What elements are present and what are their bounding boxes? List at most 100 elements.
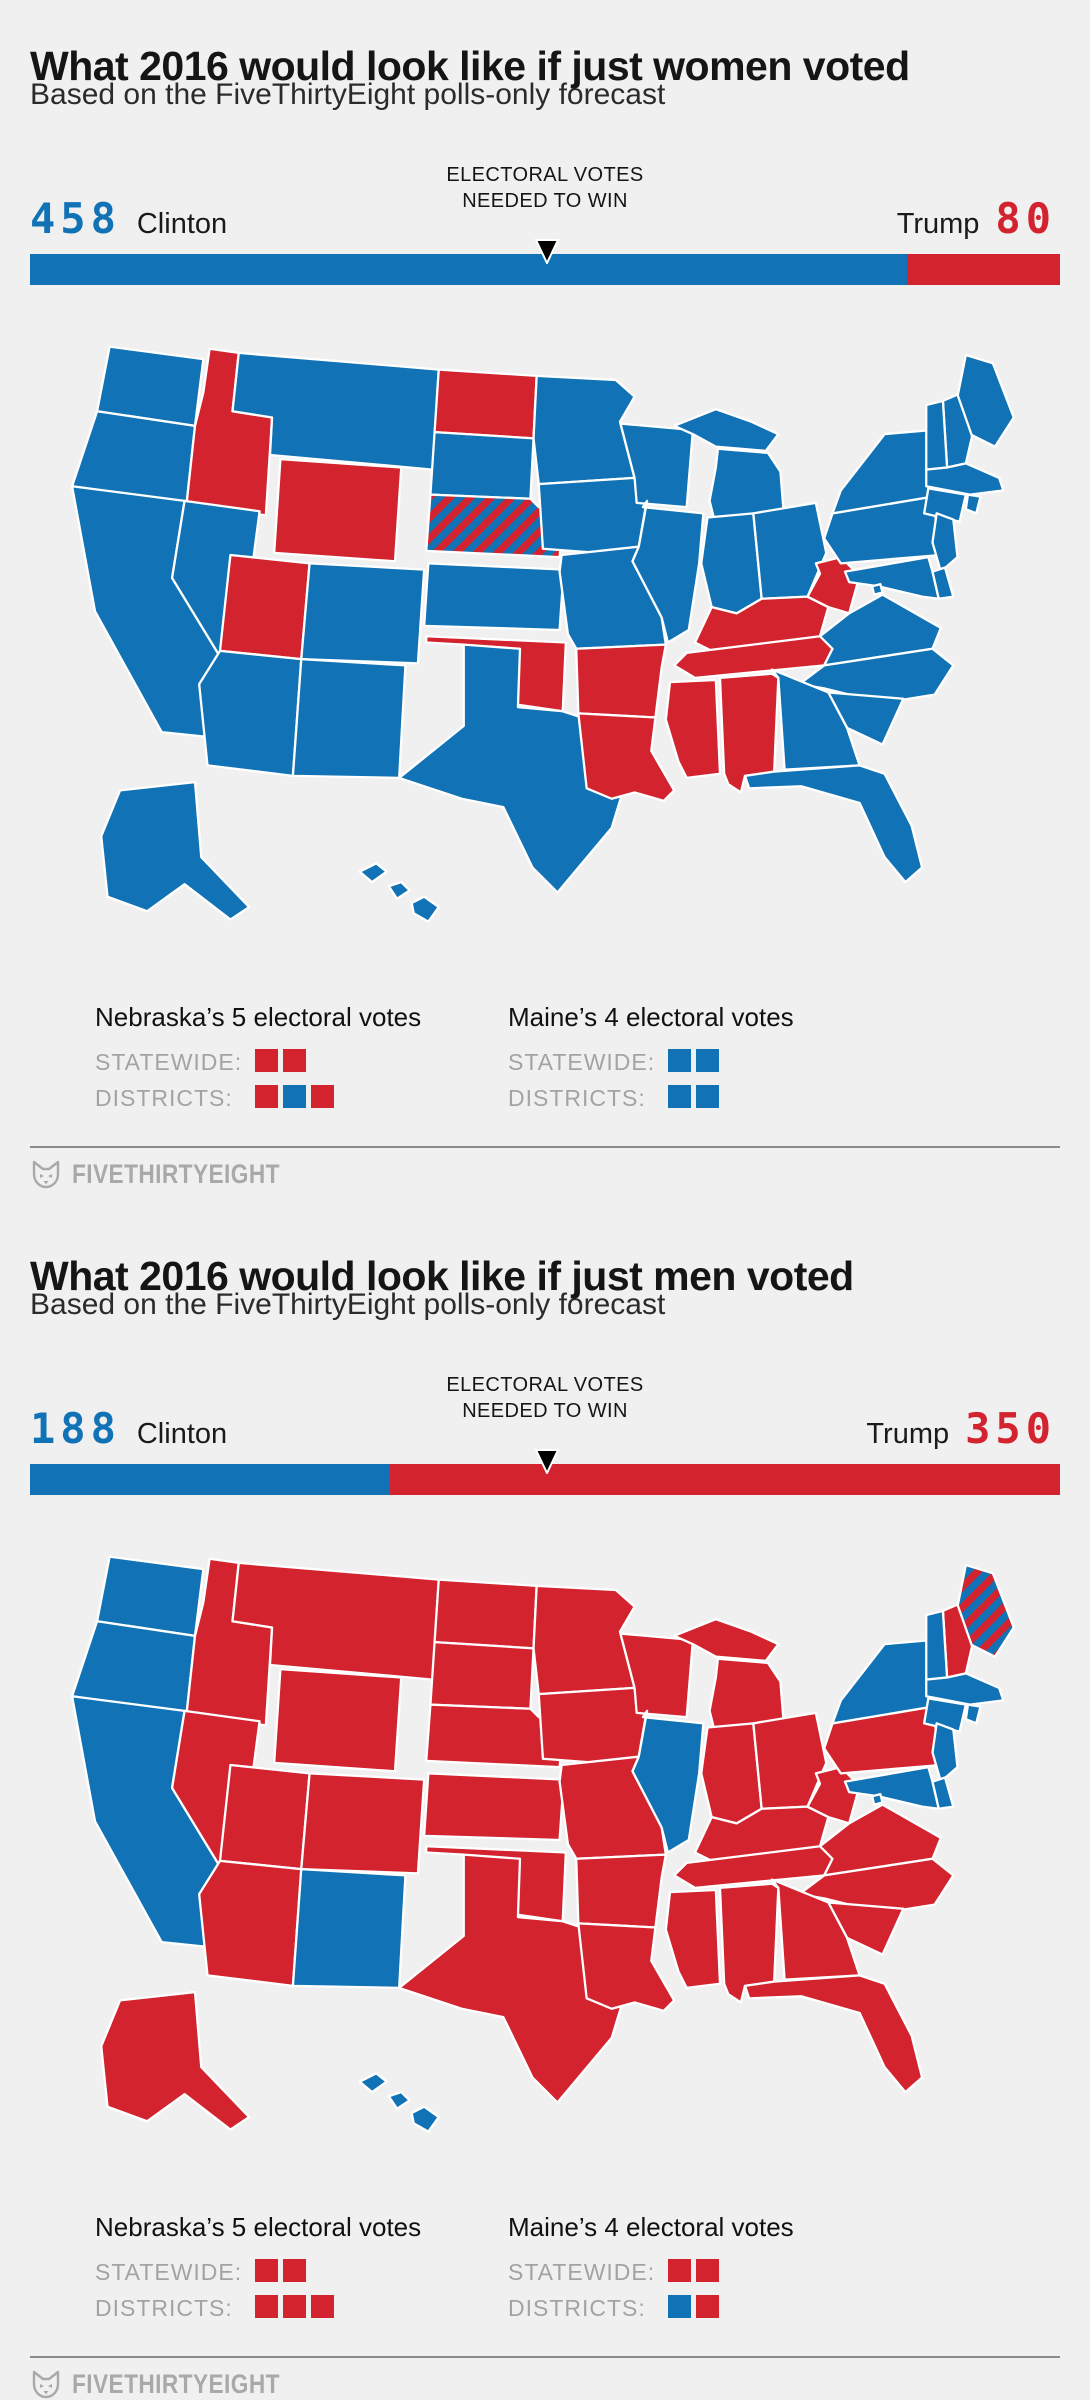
trump-ev-count: 350 xyxy=(965,1404,1056,1453)
state-ND xyxy=(433,368,538,440)
legend-maine-title: Maine’s 4 electoral votes xyxy=(508,1002,794,1032)
ev-needed-label-line1: ELECTORAL VOTES xyxy=(446,164,644,186)
state-HI xyxy=(358,862,440,923)
districts-label: DISTRICTS: xyxy=(508,1085,646,1111)
state-TX xyxy=(398,643,628,894)
footer-divider xyxy=(30,2356,1060,2358)
clinton-bar-segment xyxy=(30,254,907,285)
state-NJ xyxy=(931,1722,959,1783)
state-MS xyxy=(664,678,722,780)
districts-label: DISTRICTS: xyxy=(508,2295,646,2321)
dem-ev-square xyxy=(668,1048,691,1072)
rep-ev-square xyxy=(283,2294,306,2318)
state-CO xyxy=(300,562,426,665)
districts-label: DISTRICTS: xyxy=(95,1085,233,1111)
maine-districts-squares xyxy=(668,2294,724,2323)
dem-ev-square xyxy=(696,1084,719,1108)
state-CO xyxy=(300,1772,426,1875)
dem-ev-square xyxy=(696,1048,719,1072)
page-title: What 2016 would look like if just women … xyxy=(30,43,910,90)
state-MD xyxy=(843,555,940,600)
nebraska-statewide-squares xyxy=(255,1048,311,1077)
state-MD xyxy=(843,1765,940,1810)
state-WY xyxy=(273,1668,403,1773)
trump-total: Trump 80 xyxy=(897,194,1056,243)
state-MN xyxy=(532,1584,636,1696)
state-FL xyxy=(743,1974,924,2094)
state-UT xyxy=(218,1763,311,1871)
state-TX xyxy=(398,1853,628,2104)
ev-needed-label-line1: ELECTORAL VOTES xyxy=(446,1374,644,1396)
statewide-label: STATEWIDE: xyxy=(508,2259,656,2285)
state-MA xyxy=(925,1672,1005,1706)
state-OH xyxy=(752,1711,828,1810)
page-subtitle: Based on the FiveThirtyEight polls-only … xyxy=(30,1288,666,1321)
trump-label: Trump xyxy=(866,1418,950,1450)
state-WY xyxy=(273,458,403,563)
state-IA xyxy=(537,476,649,557)
state-UT xyxy=(218,553,311,661)
clinton-ev-count: 458 xyxy=(30,194,121,243)
rep-ev-square xyxy=(255,2258,278,2282)
rep-ev-square xyxy=(255,1048,278,1072)
clinton-label: Clinton xyxy=(136,1418,228,1450)
rep-ev-square xyxy=(668,2258,691,2282)
state-MN xyxy=(532,374,636,486)
legend-row-districts: DISTRICTS: xyxy=(508,2294,794,2323)
state-FL xyxy=(743,764,924,884)
state-AK xyxy=(100,780,251,921)
rep-ev-square xyxy=(255,1084,278,1108)
state-MA xyxy=(925,462,1005,496)
legend-nebraska-title: Nebraska’s 5 electoral votes xyxy=(95,1002,422,1032)
state-IN xyxy=(700,1722,763,1825)
state-AZ xyxy=(198,649,303,777)
us-choropleth-map-men xyxy=(45,1540,1045,2165)
state-SD xyxy=(429,1640,535,1710)
legend-row-statewide: STATEWIDE: xyxy=(95,1048,421,1077)
state-VT xyxy=(925,1609,949,1681)
state-NJ xyxy=(931,512,959,573)
footer-divider xyxy=(30,1146,1060,1148)
state-IL xyxy=(631,1709,705,1854)
clinton-label: Clinton xyxy=(136,208,228,240)
legend-nebraska-title: Nebraska’s 5 electoral votes xyxy=(95,2212,422,2242)
state-AK xyxy=(100,1990,251,2131)
state-RI xyxy=(964,1703,982,1725)
dem-ev-square xyxy=(668,2294,691,2318)
state-IA xyxy=(537,1686,649,1767)
page-subtitle: Based on the FiveThirtyEight polls-only … xyxy=(30,78,666,111)
state-AZ xyxy=(198,1859,303,1987)
ev-needed-label-line2: NEEDED TO WIN xyxy=(462,1400,628,1423)
state-NM xyxy=(291,1868,407,1990)
state-SD xyxy=(429,430,535,500)
legend-row-statewide: STATEWIDE: xyxy=(508,1048,794,1076)
legend-maine-title: Maine’s 4 electoral votes xyxy=(508,2212,794,2242)
state-LA xyxy=(577,712,676,802)
footer-brand: FIVETHIRTYEIGHT xyxy=(30,2368,320,2400)
state-RI xyxy=(964,493,982,515)
state-IL xyxy=(631,499,705,644)
state-NM xyxy=(291,658,407,780)
section-women: What 2016 would look like if just women … xyxy=(30,43,1060,1189)
rep-ev-square xyxy=(255,2294,278,2318)
rep-ev-square xyxy=(311,2294,334,2318)
ev-bar xyxy=(30,1449,1060,1495)
maine-districts-squares xyxy=(668,1084,724,1113)
districts-label: DISTRICTS: xyxy=(95,2295,233,2321)
state-LA xyxy=(577,1922,676,2012)
page-title: What 2016 would look like if just men vo… xyxy=(30,1253,854,1300)
footer-brand-text: FIVETHIRTYEIGHT xyxy=(72,2368,280,2399)
clinton-total: 458 Clinton xyxy=(30,194,227,243)
state-DC xyxy=(870,1793,884,1806)
clinton-bar-segment xyxy=(30,1464,390,1495)
legend-maine: Maine’s 4 electoral votes STATEWIDE: DIS… xyxy=(508,1002,794,1112)
legend-nebraska: Nebraska’s 5 electoral votes STATEWIDE: … xyxy=(95,1002,421,1112)
state-DE xyxy=(931,566,955,600)
needed-to-win-marker xyxy=(534,238,560,266)
rep-ev-square xyxy=(283,1048,306,1072)
state-KS xyxy=(423,562,565,632)
trump-ev-count: 80 xyxy=(995,194,1056,243)
needed-to-win-marker xyxy=(534,1448,560,1476)
trump-bar-segment xyxy=(906,254,1060,285)
state-VT xyxy=(925,399,949,471)
